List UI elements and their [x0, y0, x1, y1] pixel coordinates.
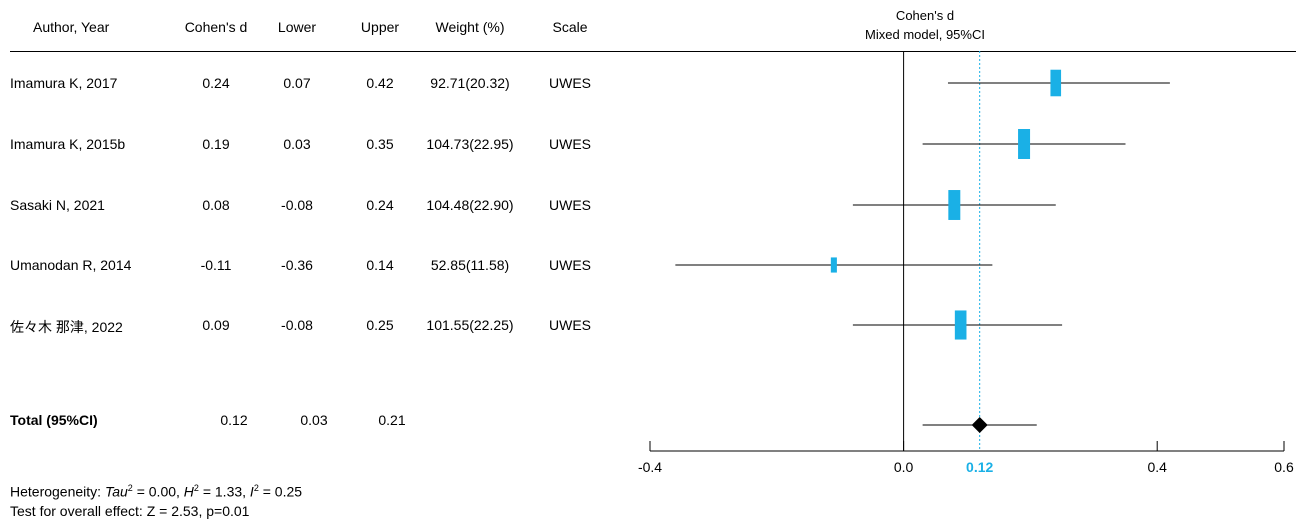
row-d: 0.19 — [202, 136, 230, 152]
row-scale: UWES — [549, 317, 591, 333]
row-author: 佐々木 那津, 2022 — [10, 319, 123, 335]
row-weight: 104.48(22.90) — [426, 197, 514, 213]
chart-title: Cohen's d — [895, 8, 955, 23]
row-author: Imamura K, 2017 — [10, 75, 118, 91]
h-value: = 1.33, — [202, 483, 250, 500]
row-d: -0.11 — [200, 257, 232, 273]
total-label: Total (95%CI) — [10, 412, 98, 428]
row-lower: -0.08 — [281, 197, 313, 213]
study-box — [954, 310, 967, 340]
row-weight: 104.73(22.95) — [426, 136, 514, 152]
pooled-diamond — [971, 417, 988, 433]
x-tick-label: 0.0 — [894, 459, 914, 475]
row-scale: UWES — [549, 257, 591, 273]
row-upper: 0.25 — [366, 317, 394, 333]
header-author: Author, Year — [33, 19, 110, 35]
total-d: 0.12 — [220, 412, 248, 428]
row-upper: 0.24 — [366, 197, 394, 213]
x-tick-label: 0.4 — [1147, 459, 1167, 475]
row-author: Umanodan R, 2014 — [10, 257, 132, 273]
row-weight: 52.85(11.58) — [430, 257, 510, 273]
study-box — [1050, 69, 1062, 97]
study-box — [948, 190, 961, 220]
x-tick-label: 0.6 — [1274, 459, 1294, 475]
row-upper: 0.42 — [366, 75, 394, 91]
h-sup: 2 — [193, 483, 199, 493]
row-d: 0.24 — [202, 75, 230, 91]
row-d: 0.08 — [202, 197, 230, 213]
header-scale: Scale — [552, 19, 588, 35]
chart-subtitle: Mixed model, 95%CI — [865, 27, 985, 42]
study-box — [1018, 129, 1031, 159]
pooled-estimate-label: 0.12 — [966, 459, 993, 475]
total-upper: 0.21 — [378, 412, 406, 428]
header-lower: Lower — [277, 19, 317, 35]
row-lower: 0.03 — [283, 136, 311, 152]
header-weight: Weight (%) — [435, 19, 505, 35]
i-value: = 0.25 — [262, 483, 303, 500]
header-upper: Upper — [360, 19, 400, 35]
row-scale: UWES — [549, 75, 591, 91]
row-weight: 101.55(22.25) — [426, 317, 514, 333]
row-author: Imamura K, 2015b — [10, 136, 126, 152]
heterogeneity-prefix: Heterogeneity: — [10, 483, 105, 500]
row-upper: 0.14 — [366, 257, 394, 273]
row-upper: 0.35 — [366, 136, 394, 152]
row-scale: UWES — [549, 136, 591, 152]
row-d: 0.09 — [202, 317, 230, 333]
i-sup: 2 — [253, 483, 259, 493]
h-label: H — [183, 483, 194, 500]
i-label: I — [249, 483, 254, 500]
tau-sup: 2 — [127, 483, 133, 493]
tau-value: = 0.00, — [136, 483, 184, 500]
x-tick-label: -0.4 — [638, 459, 662, 475]
heterogeneity-line: Heterogeneity: Tau2 = 0.00, H2 = 1.33, I… — [10, 483, 302, 500]
row-lower: 0.07 — [283, 75, 311, 91]
row-author: Sasaki N, 2021 — [10, 197, 105, 213]
row-weight: 92.71(20.32) — [430, 75, 510, 91]
total-lower: 0.03 — [300, 412, 328, 428]
row-scale: UWES — [549, 197, 591, 213]
row-lower: -0.08 — [281, 317, 313, 333]
overall-effect-line: Test for overall effect: Z = 2.53, p=0.0… — [10, 503, 250, 519]
study-box — [830, 257, 837, 273]
tau-label: Tau — [104, 483, 128, 500]
header-cohens-d: Cohen's d — [184, 19, 248, 35]
row-lower: -0.36 — [281, 257, 313, 273]
